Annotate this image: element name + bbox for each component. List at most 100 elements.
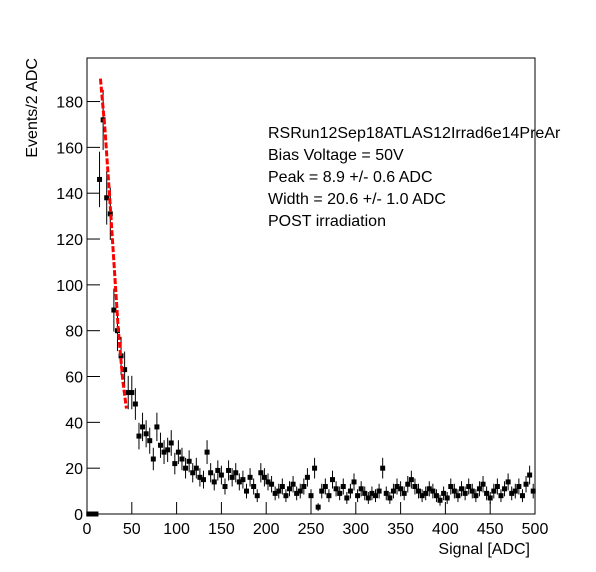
data-point [527,472,533,478]
data-point [519,493,525,499]
data-point [423,490,429,496]
x-tick-label: 0 [83,521,92,538]
data-point [530,488,536,494]
data-point [466,484,472,490]
data-point [197,474,203,480]
data-point [426,486,432,492]
data-point [86,511,92,517]
data-point [211,479,217,485]
data-point [200,477,206,483]
data-point [419,493,425,499]
data-point [229,474,235,480]
data-point [240,477,246,483]
data-point [204,449,210,455]
data-point [154,424,160,430]
data-point [387,495,393,501]
annotation: POST irradiation [268,213,386,230]
data-point [183,465,189,471]
data-point [247,474,253,480]
data-point [394,484,400,490]
data-point [276,488,282,494]
data-point [265,479,271,485]
data-point [476,486,482,492]
data-point [111,307,117,313]
data-point [190,470,196,476]
data-point [480,481,486,487]
data-point [251,484,257,490]
data-point [279,484,285,490]
x-tick-label: 100 [163,521,190,538]
data-point [351,479,357,485]
y-tick-label: 120 [56,232,83,249]
annotation: RSRun12Sep18ATLAS12Irrad6e14PreAr [268,125,561,142]
data-point [175,449,181,455]
data-point [437,497,443,503]
data-point [243,488,249,494]
data-point [451,488,457,494]
data-point [129,390,135,396]
data-point [376,488,382,494]
data-point [107,211,113,217]
data-point [168,440,174,446]
data-point [398,486,404,492]
data-point [333,486,339,492]
data-point [226,467,232,473]
data-point [215,467,221,473]
data-point [373,493,379,499]
x-tick-label: 350 [387,521,414,538]
y-axis-title: Events/2 ADC [24,58,41,158]
fit-curve [98,78,128,409]
data-point [462,490,468,496]
data-point [473,493,479,499]
data-point [132,401,138,407]
data-point [290,481,296,487]
data-point [347,488,353,494]
data-point [430,488,436,494]
data-point [383,490,389,496]
x-tick-label: 150 [208,521,235,538]
data-point [330,477,336,483]
data-point [118,353,124,359]
data-point [254,493,260,499]
data-point [308,493,314,499]
data-point [258,470,264,476]
y-tick-label: 80 [65,324,83,341]
data-point [401,490,407,496]
data-point [380,465,386,471]
data-point [297,488,303,494]
data-point [186,458,192,464]
data-point [193,465,199,471]
data-point [502,486,508,492]
data-point [448,484,454,490]
x-tick-label: 200 [253,521,280,538]
annotation: Peak = 8.9 +/- 0.6 ADC [268,169,433,186]
x-tick-label: 450 [477,521,504,538]
data-point [484,490,490,496]
data-point [491,488,497,494]
data-point [523,481,529,487]
data-point [405,481,411,487]
data-point [136,433,142,439]
data-point [283,493,289,499]
data-point [498,493,504,499]
data-point [165,447,171,453]
data-point [444,495,450,501]
data-point [150,456,156,462]
data-point [89,511,95,517]
data-point [104,195,110,201]
data-point [433,493,439,499]
y-tick-label: 140 [56,186,83,203]
data-point [286,486,292,492]
data-point [358,486,364,492]
data-point [301,484,307,490]
data-point [337,490,343,496]
data-point [505,479,511,485]
y-tick-label: 40 [65,415,83,432]
data-point [125,390,131,396]
data-point [412,484,418,490]
x-tick-label: 50 [123,521,141,538]
y-tick-label: 180 [56,95,83,112]
data-point [408,477,414,483]
data-point [319,488,325,494]
